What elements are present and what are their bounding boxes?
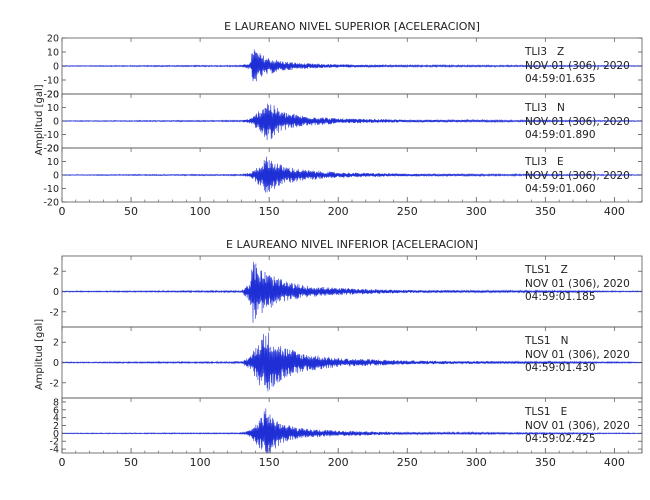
x-tick-label: 150: [259, 205, 280, 218]
y-tick-label: -2: [50, 307, 59, 318]
y-tick-label: 2: [53, 338, 59, 349]
channel-label: TLI3 N: [524, 102, 565, 114]
lower-waveform-2: [61, 332, 643, 392]
x-tick-label: 100: [190, 205, 211, 218]
y-tick-label: 10: [47, 103, 59, 114]
upper-waveform-3: [61, 156, 643, 193]
upper-track-3: 20 10 0 -10 -20 TLI3 E NOV 01 (306), 202004:59…: [43, 144, 643, 209]
y-tick-label: -20: [43, 198, 59, 209]
channel-time: 04:59:01.890: [525, 129, 596, 141]
y-tick-label: 6: [53, 405, 59, 416]
channel-time: 04:59:01.635: [525, 73, 596, 85]
upper-track-2: 20 10 0 -10 -20 TLI3 N NOV 01 (306), 202004:59…: [43, 90, 643, 155]
channel-time: 04:59:02.425: [525, 433, 596, 445]
y-tick-label: -20: [43, 90, 59, 101]
channel-date: NOV 01 (306), 2020: [525, 116, 630, 128]
x-tick-label: 0: [59, 205, 66, 218]
y-tick-label: 2: [53, 267, 59, 278]
upper-waveform-2: [61, 103, 643, 141]
x-tick-label: 100: [190, 456, 211, 469]
channel-label: TLS1 E: [524, 406, 567, 418]
channel-date: NOV 01 (306), 2020: [525, 60, 630, 72]
lower-panel: E LAUREANO NIVEL INFERIOR [ACELERACION] …: [34, 238, 643, 469]
y-tick-label: 0: [53, 171, 59, 182]
channel-date: NOV 01 (306), 2020: [525, 278, 630, 290]
y-tick-label: 0: [53, 117, 59, 128]
lower-waveform-1: [61, 261, 643, 323]
x-tick-label: 250: [397, 205, 418, 218]
channel-label: TLI3 E: [524, 156, 564, 168]
x-tick-label: 300: [466, 456, 487, 469]
y-tick-label: 4: [53, 413, 59, 424]
upper-panel-x-axis: 0 50 100 150 200 250 300 350 400: [59, 197, 643, 218]
y-tick-label: 0: [53, 358, 59, 369]
x-tick-label: 250: [397, 456, 418, 469]
x-tick-label: 200: [328, 205, 349, 218]
upper-panel: E LAUREANO NIVEL SUPERIOR [ACELERACION] …: [34, 20, 643, 218]
y-tick-label: -2: [50, 378, 59, 389]
upper-waveform-1: [61, 49, 643, 82]
y-tick-label: 20: [47, 90, 59, 101]
y-tick-label: 0: [53, 62, 59, 73]
upper-panel-title: E LAUREANO NIVEL SUPERIOR [ACELERACION]: [224, 20, 480, 33]
lower-panel-y-axis-label: Amplitud [gal]: [34, 319, 45, 390]
y-tick-label: 0: [53, 429, 59, 440]
x-tick-label: 0: [59, 456, 66, 469]
y-tick-label: 2: [53, 421, 59, 432]
channel-time: 04:59:01.185: [525, 291, 596, 303]
x-tick-label: 350: [535, 456, 556, 469]
channel-label: TLS1 Z: [524, 264, 568, 276]
y-tick-label: -10: [43, 130, 59, 141]
lower-panel-title: E LAUREANO NIVEL INFERIOR [ACELERACION]: [226, 238, 478, 251]
y-tick-label: 10: [47, 157, 59, 168]
channel-label: TLS1 N: [524, 335, 568, 347]
channel-date: NOV 01 (306), 2020: [525, 170, 630, 182]
channel-label: TLI3 Z: [524, 46, 564, 58]
y-tick-label: -10: [43, 76, 59, 87]
x-tick-label: 150: [259, 456, 280, 469]
x-tick-label: 400: [604, 456, 625, 469]
x-tick-label: 400: [604, 205, 625, 218]
x-tick-label: 300: [466, 205, 487, 218]
x-tick-label: 50: [124, 205, 138, 218]
y-tick-label: 20: [47, 144, 59, 155]
y-tick-label: 0: [53, 287, 59, 298]
y-tick-label: -10: [43, 184, 59, 195]
y-tick-label: 20: [47, 34, 59, 45]
x-tick-label: 350: [535, 205, 556, 218]
upper-panel-y-axis-label: Amplitud [gal]: [34, 84, 45, 155]
y-tick-label: -20: [43, 144, 59, 155]
lower-panel-x-axis: 0 50 100 150 200 250 300 350 400: [59, 448, 643, 469]
channel-date: NOV 01 (306), 2020: [525, 420, 630, 432]
y-tick-label: 8: [53, 397, 59, 408]
x-tick-label: 200: [328, 456, 349, 469]
channel-date: NOV 01 (306), 2020: [525, 349, 630, 361]
y-tick-label: -4: [50, 445, 59, 456]
x-tick-label: 50: [124, 456, 138, 469]
lower-waveform-3: [61, 408, 643, 453]
y-tick-label: 10: [47, 48, 59, 59]
upper-track-1: 20 10 0 -10 -20 TLI3 Z NOV 01 (306), 202004:59…: [43, 34, 643, 101]
channel-time: 04:59:01.430: [525, 362, 596, 374]
y-tick-label: -2: [50, 437, 59, 448]
channel-time: 04:59:01.060: [525, 183, 596, 195]
